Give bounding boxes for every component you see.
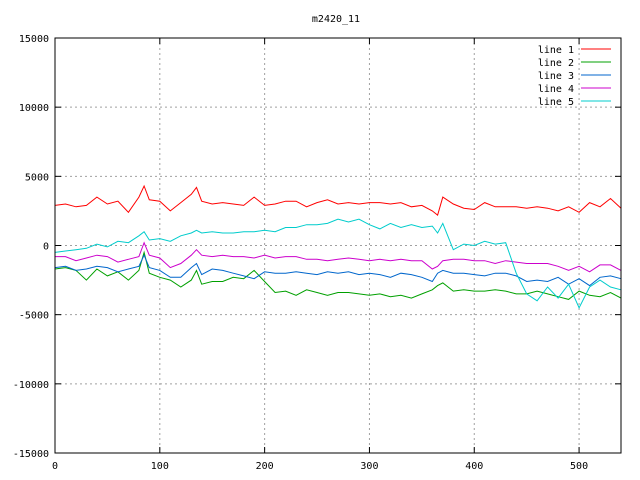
y-tick-label: 10000	[19, 103, 49, 114]
x-tick-label: 300	[360, 461, 378, 472]
x-tick-label: 100	[151, 461, 169, 472]
series-line-3	[54, 253, 622, 287]
y-tick-label: -15000	[13, 449, 49, 460]
legend-label-4: line 4	[538, 84, 574, 95]
series-lines	[54, 184, 622, 309]
legend: line 1 line 2 line 3 line 4 line 5	[538, 45, 611, 108]
legend-label-1: line 1	[538, 45, 574, 56]
y-tick-label: 0	[43, 242, 49, 253]
axis-ticks: 0 100 200 300 400 500 -15000 -10000 -5000 0 5000 10…	[13, 34, 621, 472]
legend-label-3: line 3	[538, 71, 574, 82]
x-tick-label: 200	[256, 461, 274, 472]
x-tick-label: 500	[570, 461, 588, 472]
series-line-4	[55, 241, 622, 273]
grid-lines	[55, 38, 621, 453]
series-line-1	[54, 184, 622, 216]
x-tick-label: 0	[52, 461, 58, 472]
y-tick-label: 15000	[19, 34, 49, 45]
series-line-5	[54, 218, 622, 309]
legend-label-5: line 5	[538, 97, 574, 108]
y-tick-label: -5000	[19, 311, 49, 322]
chart-title: m2420_11	[312, 14, 360, 25]
y-tick-label: 5000	[25, 172, 49, 183]
series-line-2	[54, 250, 622, 300]
y-tick-label: -10000	[13, 380, 49, 391]
legend-label-2: line 2	[538, 58, 574, 69]
x-tick-label: 400	[465, 461, 483, 472]
